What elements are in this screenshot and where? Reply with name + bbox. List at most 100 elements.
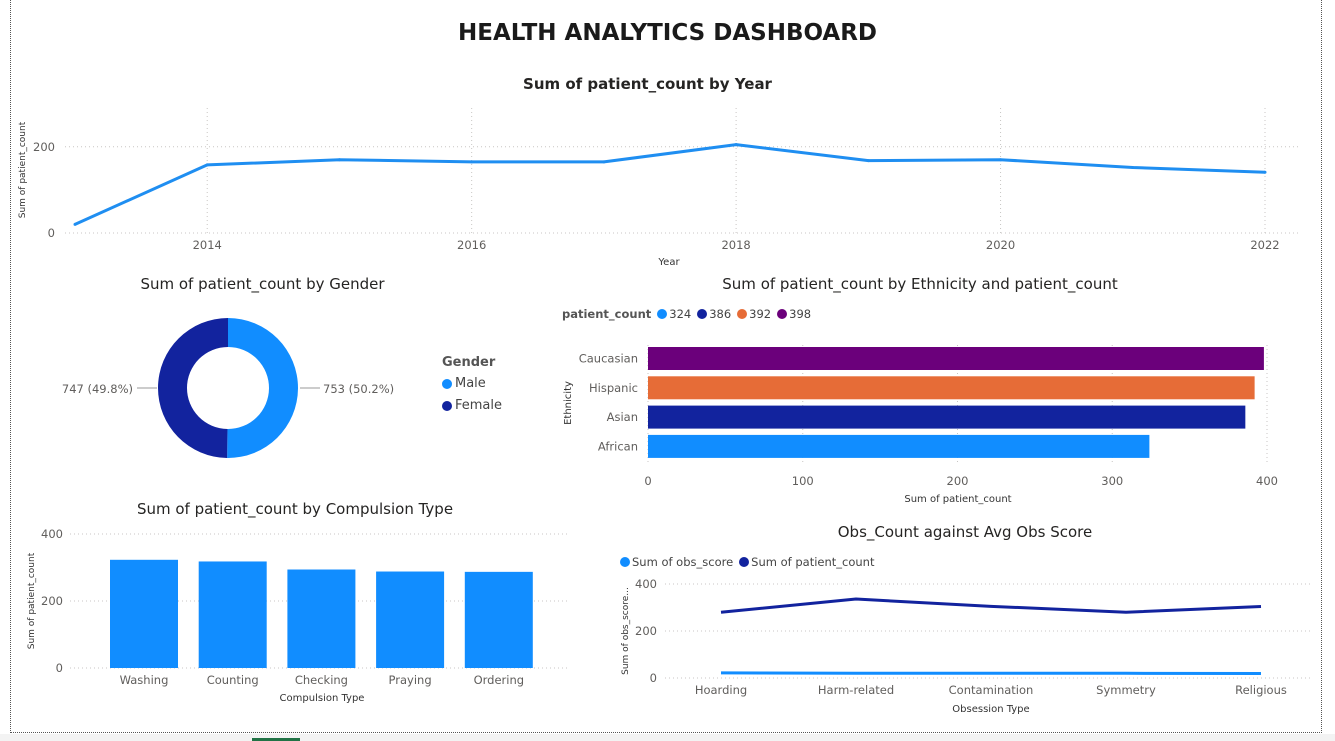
y-tick-label: Hispanic [589,381,638,395]
x-axis-title: Obsession Type [952,704,1029,715]
compulsion-chart-title: Sum of patient_count by Compulsion Type [136,500,454,518]
legend-item-386[interactable]: 386 [697,307,731,321]
x-axis-title: Sum of patient_count [904,494,1011,505]
legend-item-female[interactable]: Female [442,398,502,413]
legend-item-324[interactable]: 324 [657,307,691,321]
y-tick-label: 0 [48,226,55,240]
legend-item-patient-count[interactable]: Sum of patient_count [739,555,874,569]
x-tick-label: 0 [644,474,651,488]
compulsion-bar [376,571,445,668]
x-tick-label: Ordering [474,673,524,687]
compulsion-bar [198,561,267,668]
y-tick-label: 0 [650,671,657,685]
x-tick-label: 2014 [193,238,222,252]
legend-item-male[interactable]: Male [442,376,502,391]
gender-legend: Gender Male Female [442,355,502,420]
active-page-tab[interactable] [252,738,300,741]
obs-chart-title: Obs_Count against Avg Obs Score [837,523,1093,541]
legend-label: 398 [789,307,812,321]
year-data-point [999,158,1003,162]
obs-legend: Sum of obs_score Sum of patient_count [620,555,874,569]
y-tick-label: 200 [635,624,657,638]
year-data-point [1131,165,1135,169]
legend-label-male: Male [455,376,486,391]
y-tick-label: 0 [56,661,63,675]
ethnicity-bar [648,347,1264,370]
dashboard-title: HEALTH ANALYTICS DASHBOARD [457,20,878,46]
year-chart-title: Sum of patient_count by Year [523,75,772,93]
legend-dot [697,309,708,319]
patient-count-line [720,597,1262,614]
y-axis-title: Sum of patient_count [18,121,28,218]
legend-label: 324 [669,307,692,321]
x-tick-label: 2018 [721,238,750,252]
x-tick-label: 300 [1101,474,1123,488]
x-axis-title: Year [657,257,680,268]
x-tick-label: Praying [389,673,432,687]
legend-item-392[interactable]: 392 [737,307,771,321]
ethnicity-legend-title: patient_count [562,307,652,321]
data-label-male: 753 (50.2%) [323,382,394,396]
legend-label: 392 [749,307,772,321]
ethnicity-bar [648,376,1255,400]
legend-item-obs-score[interactable]: Sum of obs_score [620,555,733,569]
x-tick-label: Washing [120,673,169,687]
report-canvas-frame [10,0,1322,733]
x-tick-label: Counting [207,673,259,687]
ethnicity-legend: patient_count 324 386 392 398 [562,307,811,321]
data-label-female: 747 (49.8%) [62,382,133,396]
x-tick-label: 2016 [457,238,486,252]
year-data-point [73,222,77,226]
legend-label: Sum of obs_score [632,555,734,569]
male-color-dot [442,378,452,389]
y-axis-title: Sum of obs_score... [621,587,631,675]
y-tick-label: 200 [41,594,63,608]
x-tick-label: 400 [1256,474,1278,488]
donut-slice-male [227,318,298,458]
page-tab-bar [0,734,1335,741]
y-axis-title: Ethnicity [563,381,574,425]
legend-dot [739,557,750,567]
x-tick-label: 200 [947,474,969,488]
year-data-point [1263,170,1267,174]
legend-item-398[interactable]: 398 [777,307,811,321]
x-tick-label: Harm-related [818,683,894,697]
compulsion-bar [464,571,533,668]
compulsion-bar [110,559,178,668]
donut-slice-female [157,317,228,458]
x-axis-title: Compulsion Type [280,693,365,704]
y-tick-label: Asian [607,410,638,424]
ethnicity-chart-title: Sum of patient_count by Ethnicity and pa… [722,275,1118,293]
y-tick-label: Caucasian [579,352,638,366]
x-tick-label: Checking [295,673,348,687]
legend-dot [657,309,668,319]
gender-legend-title: Gender [442,355,496,370]
x-tick-label: Religious [1235,683,1287,697]
x-tick-label: 2020 [986,238,1015,252]
female-color-dot [442,400,452,411]
obs-score-line [720,671,1262,676]
legend-dot [777,309,788,319]
year-data-point [734,143,738,147]
legend-label: Sum of patient_count [751,555,875,569]
y-tick-label: African [598,439,638,453]
y-axis-title: Sum of patient_count [27,552,37,649]
legend-dot [620,557,630,567]
x-tick-label: 2022 [1250,238,1279,252]
x-tick-label: 100 [792,474,814,488]
legend-dot [737,309,748,319]
gender-chart-title: Sum of patient_count by Gender [140,275,385,293]
x-tick-label: Hoarding [695,683,747,697]
x-tick-label: Symmetry [1096,683,1156,697]
ethnicity-bar [648,405,1246,429]
y-tick-label: 400 [41,527,63,541]
x-tick-label: Contamination [949,683,1034,697]
y-tick-label: 200 [33,140,55,154]
year-data-point [205,163,209,167]
year-data-point [337,158,341,162]
